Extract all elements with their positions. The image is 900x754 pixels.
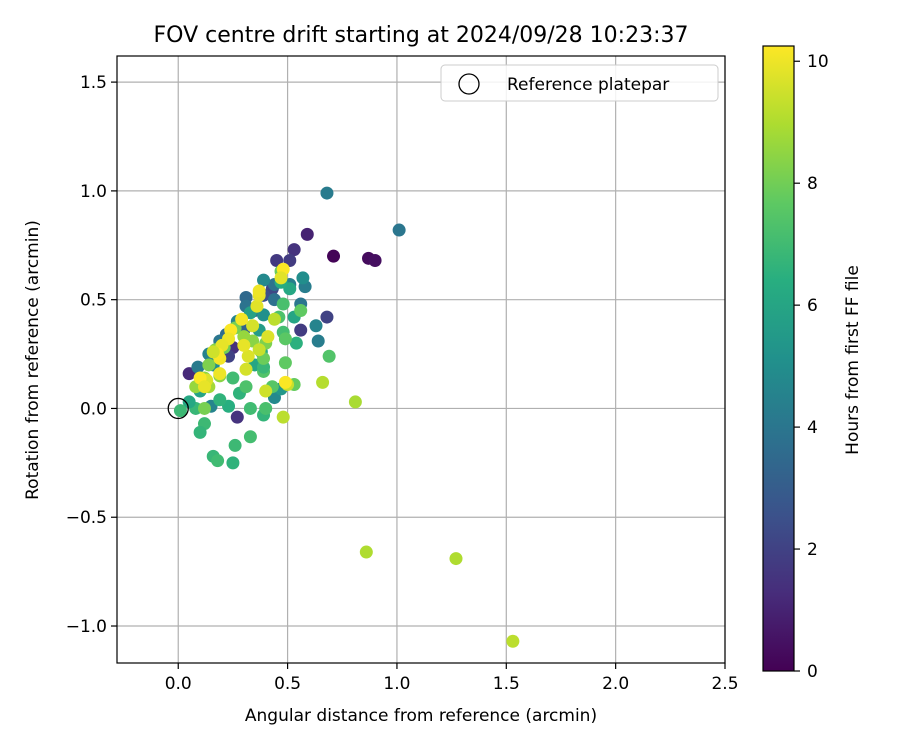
data-point bbox=[294, 323, 308, 337]
data-point bbox=[322, 349, 336, 363]
data-point bbox=[239, 362, 253, 376]
plot-frame bbox=[116, 55, 726, 664]
colorbar: 0 2 4 6 8 10 Hours from first FF file bbox=[762, 45, 863, 682]
data-point bbox=[197, 401, 211, 415]
data-point bbox=[191, 360, 205, 374]
data-point bbox=[259, 401, 273, 415]
data-point bbox=[230, 410, 244, 424]
reference-platepar-marker bbox=[167, 397, 189, 420]
legend-entry-label: Reference platepar bbox=[507, 75, 669, 95]
data-point bbox=[235, 312, 249, 326]
data-point bbox=[252, 343, 266, 357]
x-tick-label: 1.5 bbox=[493, 674, 520, 694]
data-point bbox=[276, 297, 290, 311]
x-tick-label: 0.0 bbox=[165, 674, 192, 694]
x-axis-ticks: 0.0 0.5 1.0 1.5 2.0 2.5 bbox=[165, 663, 739, 694]
colorbar-tick-label: 6 bbox=[807, 296, 818, 316]
chart-title: FOV centre drift starting at 2024/09/28 … bbox=[154, 23, 689, 48]
y-tick-label: 0.5 bbox=[80, 291, 107, 311]
y-axis-ticks: −1.0 −0.5 0.0 0.5 1.0 1.5 bbox=[66, 73, 117, 637]
legend: Reference platepar bbox=[440, 64, 719, 102]
data-point bbox=[294, 304, 308, 318]
data-point bbox=[213, 367, 227, 381]
data-point bbox=[359, 545, 373, 559]
reference-marker-layer bbox=[167, 397, 189, 420]
y-tick-label: −0.5 bbox=[66, 508, 107, 528]
data-point bbox=[239, 380, 253, 394]
data-point bbox=[206, 345, 220, 359]
data-point bbox=[316, 375, 330, 389]
data-point bbox=[449, 552, 463, 566]
data-point bbox=[296, 271, 310, 285]
data-point bbox=[259, 384, 273, 398]
x-tick-label: 2.5 bbox=[711, 674, 738, 694]
data-point bbox=[289, 336, 303, 350]
colorbar-tick-label: 2 bbox=[807, 540, 818, 560]
data-point bbox=[309, 319, 323, 333]
data-point bbox=[211, 454, 225, 468]
colorbar-gradient bbox=[763, 46, 794, 671]
colorbar-tick-label: 10 bbox=[807, 52, 829, 72]
data-point bbox=[202, 358, 216, 372]
data-point bbox=[257, 273, 271, 287]
data-point bbox=[300, 227, 314, 241]
data-point bbox=[243, 401, 257, 415]
x-tick-label: 2.0 bbox=[602, 674, 629, 694]
legend-reference-marker-icon bbox=[458, 73, 480, 95]
data-point bbox=[228, 438, 242, 452]
data-point bbox=[243, 430, 257, 444]
y-axis-label: Rotation from reference (arcmin) bbox=[23, 220, 43, 500]
data-point bbox=[278, 356, 292, 370]
x-tick-label: 0.5 bbox=[274, 674, 301, 694]
data-point bbox=[506, 634, 520, 648]
data-point bbox=[278, 332, 292, 346]
x-axis-label: Angular distance from reference (arcmin) bbox=[245, 706, 597, 726]
data-point bbox=[276, 410, 290, 424]
colorbar-tick-label: 4 bbox=[807, 418, 818, 438]
data-point bbox=[278, 375, 292, 389]
colorbar-ticks: 0 2 4 6 8 10 bbox=[794, 52, 829, 682]
data-point bbox=[320, 310, 334, 324]
data-point bbox=[250, 299, 264, 313]
data-point bbox=[226, 456, 240, 470]
colorbar-frame bbox=[762, 45, 795, 672]
data-points bbox=[173, 186, 520, 648]
data-point bbox=[287, 243, 301, 257]
y-tick-label: 1.5 bbox=[80, 73, 107, 93]
data-point bbox=[193, 425, 207, 439]
data-point bbox=[237, 338, 251, 352]
data-point bbox=[267, 312, 281, 326]
data-point bbox=[197, 380, 211, 394]
data-point bbox=[348, 395, 362, 409]
colorbar-tick-label: 0 bbox=[807, 662, 818, 682]
y-tick-label: −1.0 bbox=[66, 617, 107, 637]
data-point bbox=[173, 404, 187, 418]
data-point bbox=[320, 186, 334, 200]
data-point bbox=[327, 249, 341, 263]
data-point bbox=[392, 223, 406, 237]
data-point bbox=[213, 393, 227, 407]
colorbar-tick-label: 8 bbox=[807, 174, 818, 194]
data-point bbox=[241, 349, 255, 363]
legend-box bbox=[440, 64, 719, 102]
x-tick-label: 1.0 bbox=[383, 674, 410, 694]
data-point bbox=[226, 371, 240, 385]
data-point bbox=[261, 330, 275, 344]
data-point bbox=[246, 319, 260, 333]
data-point bbox=[368, 254, 382, 268]
data-point bbox=[252, 284, 266, 298]
colorbar-label: Hours from first FF file bbox=[843, 265, 863, 455]
data-point bbox=[274, 271, 288, 285]
data-point bbox=[311, 334, 325, 348]
y-tick-label: 1.0 bbox=[80, 182, 107, 202]
data-point bbox=[182, 395, 196, 409]
y-tick-label: 0.0 bbox=[80, 399, 107, 419]
